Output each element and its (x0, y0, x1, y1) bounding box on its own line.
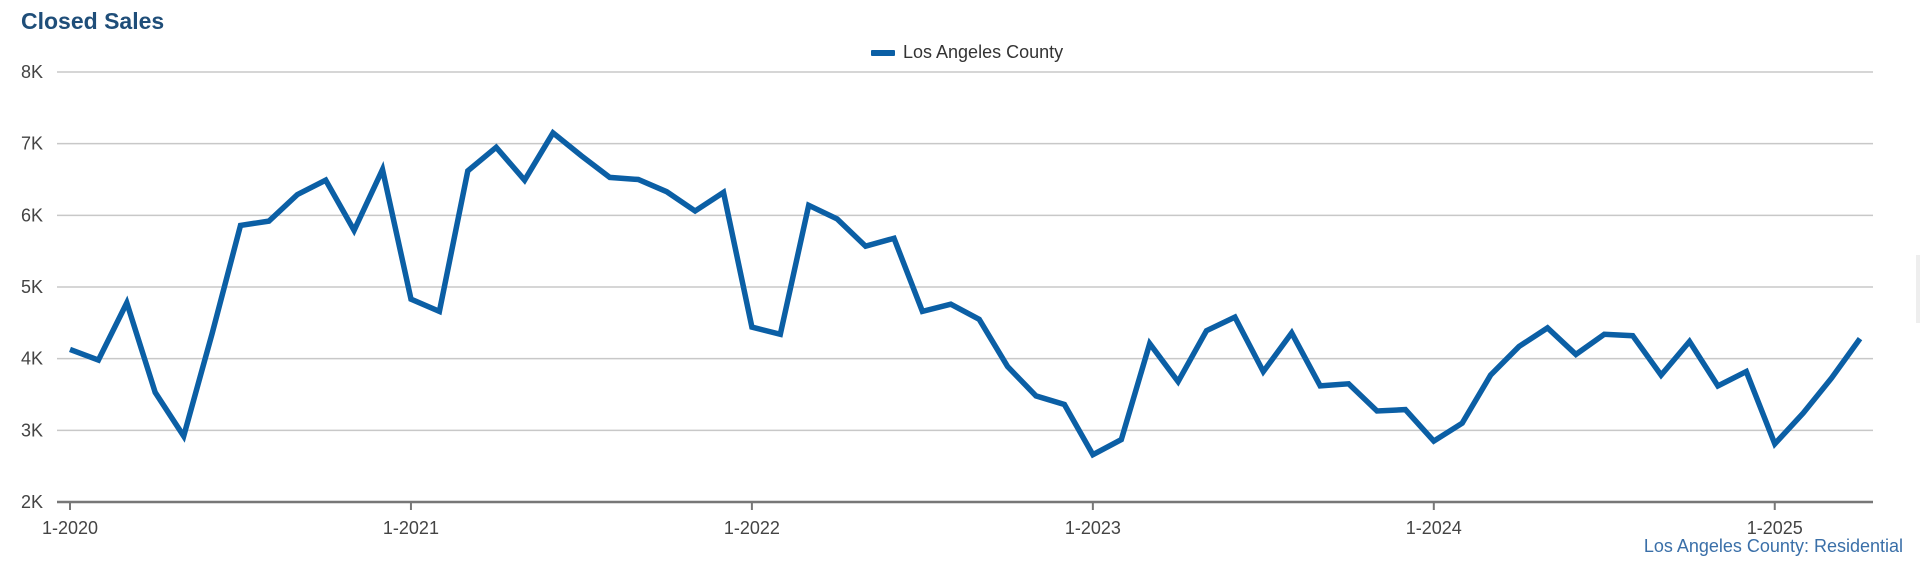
y-tick-label: 7K (21, 134, 43, 154)
data-point[interactable] (208, 330, 216, 338)
x-tick-label: 1-2022 (724, 518, 780, 538)
data-point[interactable] (975, 315, 983, 323)
x-tick-label: 1-2024 (1406, 518, 1462, 538)
data-point[interactable] (236, 221, 244, 229)
series-layer (66, 128, 1864, 459)
data-point[interactable] (1089, 451, 1097, 459)
data-point[interactable] (180, 432, 188, 440)
data-point[interactable] (691, 207, 699, 215)
data-point[interactable] (918, 307, 926, 315)
data-point[interactable] (94, 356, 102, 364)
data-point[interactable] (1458, 419, 1466, 427)
data-point[interactable] (947, 300, 955, 308)
data-point[interactable] (1799, 409, 1807, 417)
data-point[interactable] (663, 188, 671, 196)
data-point[interactable] (1771, 440, 1779, 448)
data-point[interactable] (151, 388, 159, 396)
data-point[interactable] (1430, 437, 1438, 445)
legend-label: Los Angeles County (903, 42, 1064, 62)
data-point[interactable] (1515, 342, 1523, 350)
data-point[interactable] (1316, 382, 1324, 390)
data-point[interactable] (1714, 382, 1722, 390)
data-point[interactable] (862, 242, 870, 250)
data-point[interactable] (1629, 332, 1637, 340)
data-point[interactable] (1174, 378, 1182, 386)
data-point[interactable] (407, 295, 415, 303)
data-point[interactable] (805, 201, 813, 209)
y-tick-label: 8K (21, 62, 43, 82)
data-point[interactable] (1373, 407, 1381, 415)
data-point[interactable] (1288, 329, 1296, 337)
chart-title: Closed Sales (21, 8, 165, 34)
data-point[interactable] (464, 167, 472, 175)
data-point[interactable] (634, 176, 642, 184)
data-point[interactable] (1543, 324, 1551, 332)
data-point[interactable] (1060, 401, 1068, 409)
series-line-los-angeles-county[interactable] (69, 128, 1863, 459)
data-point[interactable] (549, 129, 557, 137)
legend[interactable]: Los Angeles County (871, 42, 1063, 63)
data-point[interactable] (1345, 380, 1353, 388)
data-point[interactable] (1828, 374, 1836, 382)
data-point[interactable] (1657, 371, 1665, 379)
data-point[interactable] (1117, 436, 1125, 444)
data-point[interactable] (606, 173, 614, 181)
data-point[interactable] (379, 165, 387, 173)
legend-swatch (871, 49, 895, 56)
data-point[interactable] (1856, 335, 1864, 343)
data-point[interactable] (1742, 368, 1750, 376)
side-scroll-tab[interactable] (1916, 255, 1920, 323)
y-tick-label: 3K (21, 420, 43, 440)
x-tick-label: 1-2021 (383, 518, 439, 538)
x-tick-label: 1-2023 (1065, 518, 1121, 538)
data-point[interactable] (1401, 406, 1409, 414)
y-tick-label: 2K (21, 492, 43, 512)
y-axis: 2K 3K 4K 5K 6K 7K 8K (21, 62, 43, 512)
data-point[interactable] (890, 234, 898, 242)
data-point[interactable] (833, 215, 841, 223)
data-point[interactable] (1146, 340, 1154, 348)
y-tick-label: 5K (21, 277, 43, 297)
data-point[interactable] (521, 176, 529, 184)
data-point[interactable] (66, 345, 74, 353)
data-point[interactable] (1203, 327, 1211, 335)
data-point[interactable] (1032, 392, 1040, 400)
data-point[interactable] (293, 191, 301, 199)
x-tick-label: 1-2020 (42, 518, 98, 538)
data-point[interactable] (719, 188, 727, 196)
data-point[interactable] (492, 143, 500, 151)
y-tick-label: 4K (21, 349, 43, 369)
data-point[interactable] (1259, 368, 1267, 376)
data-point[interactable] (1487, 371, 1495, 379)
data-point[interactable] (1004, 363, 1012, 371)
data-point[interactable] (1231, 313, 1239, 321)
data-point[interactable] (265, 217, 273, 225)
data-point[interactable] (1686, 337, 1694, 345)
data-point[interactable] (123, 299, 131, 307)
x-tick-label: 1-2025 (1747, 518, 1803, 538)
data-point[interactable] (1572, 350, 1580, 358)
data-point[interactable] (776, 330, 784, 338)
x-axis: 1-2020 1-2021 1-2022 1-2023 1-2024 1-2025 (42, 500, 1873, 538)
y-tick-label: 6K (21, 205, 43, 225)
data-point[interactable] (1600, 330, 1608, 338)
data-point[interactable] (577, 152, 585, 160)
grid-lines (57, 71, 1873, 432)
data-point[interactable] (435, 307, 443, 315)
data-point[interactable] (322, 176, 330, 184)
source-label: Los Angeles County: Residential (1643, 536, 1903, 556)
data-point[interactable] (350, 226, 358, 234)
data-point[interactable] (748, 323, 756, 331)
